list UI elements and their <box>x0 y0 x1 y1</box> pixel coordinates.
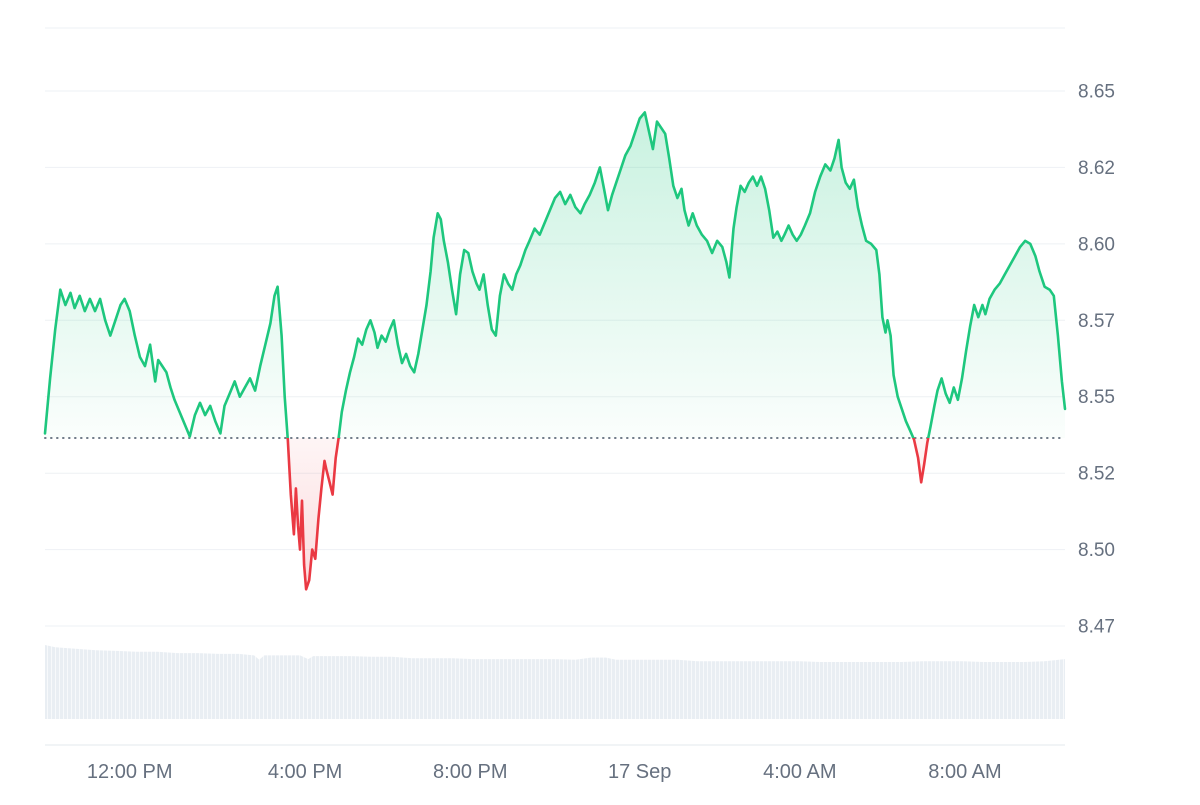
price-area-down <box>45 438 1065 590</box>
x-axis-label: 8:00 AM <box>928 761 1001 783</box>
price-line-up <box>43 111 1067 438</box>
y-axis-label: 8.47 <box>1078 617 1115 638</box>
price-area-up <box>45 112 1065 438</box>
x-axis-label: 17 Sep <box>608 761 671 783</box>
y-axis-label: 8.62 <box>1078 158 1115 179</box>
y-axis-label: 8.55 <box>1078 387 1115 408</box>
x-axis-label: 12:00 PM <box>87 761 173 783</box>
y-axis-label: 8.60 <box>1078 234 1115 255</box>
x-axis-label: 8:00 PM <box>433 761 507 783</box>
x-axis-label: 4:00 PM <box>268 761 342 783</box>
x-axis-label: 4:00 AM <box>763 761 836 783</box>
y-axis-label: 8.50 <box>1078 540 1115 561</box>
y-axis-label: 8.57 <box>1078 311 1115 332</box>
volume-bars <box>45 645 1065 719</box>
y-axis-label: 8.65 <box>1078 82 1115 103</box>
y-axis-label: 8.52 <box>1078 464 1115 485</box>
